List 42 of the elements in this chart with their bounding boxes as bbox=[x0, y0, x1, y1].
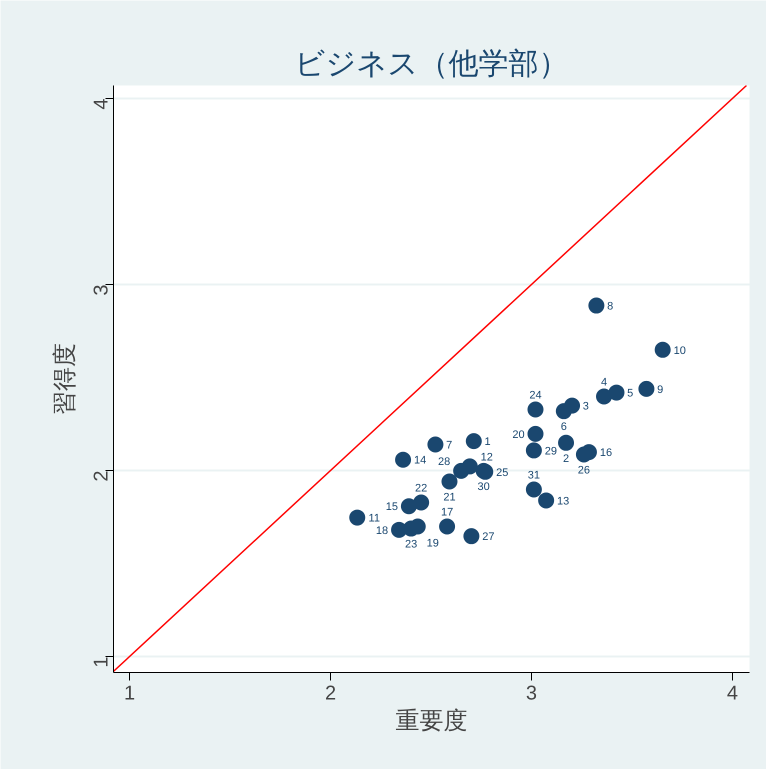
annotation: 15 bbox=[386, 501, 398, 514]
annotation: 10 bbox=[674, 344, 686, 357]
annotation: 19 bbox=[426, 537, 439, 550]
chart-title: ビジネス（他学部） bbox=[294, 48, 568, 80]
annotation: 1 bbox=[484, 436, 491, 448]
annotation: 16 bbox=[600, 447, 612, 460]
x-tick-label: 4 bbox=[726, 682, 738, 704]
annotation: 2 bbox=[562, 452, 570, 465]
annotation: 4 bbox=[600, 376, 608, 388]
annotation: 31 bbox=[528, 469, 540, 482]
annotation: 8 bbox=[607, 300, 614, 313]
y-tick-label: 4 bbox=[90, 98, 112, 110]
x-tick-label: 3 bbox=[526, 682, 538, 704]
annotation: 26 bbox=[578, 464, 590, 477]
annotation: 23 bbox=[404, 538, 418, 551]
annotation: 30 bbox=[478, 480, 490, 493]
annotation: 17 bbox=[440, 506, 454, 518]
x-tick-label: 2 bbox=[324, 682, 336, 704]
annotation: 18 bbox=[376, 524, 388, 537]
annotation: 7 bbox=[446, 439, 452, 452]
annotation: 9 bbox=[657, 384, 664, 396]
annotation: 5 bbox=[627, 388, 634, 400]
annotation: 21 bbox=[443, 491, 456, 504]
annotation: 11 bbox=[368, 512, 380, 525]
y-tick-label: 3 bbox=[90, 284, 112, 296]
annotation: 12 bbox=[480, 451, 493, 464]
annotation: 20 bbox=[512, 428, 525, 441]
annotation: 25 bbox=[496, 466, 508, 479]
x-tick-label: 1 bbox=[124, 682, 136, 704]
annotation: 27 bbox=[482, 531, 495, 544]
y-tick-label: 2 bbox=[90, 470, 112, 482]
annotation: 29 bbox=[544, 445, 558, 458]
annotation: 24 bbox=[529, 390, 542, 402]
annotation: 22 bbox=[415, 482, 428, 494]
annotation: 6 bbox=[560, 421, 567, 434]
x-axis-title: 重要度 bbox=[396, 708, 468, 734]
annotation: 14 bbox=[414, 454, 426, 467]
annotation: 3 bbox=[582, 400, 589, 413]
annotation: 13 bbox=[557, 495, 570, 508]
y-tick-label: 1 bbox=[90, 656, 112, 668]
y-axis-title: 習得度 bbox=[52, 343, 78, 415]
annotation: 28 bbox=[438, 456, 450, 468]
